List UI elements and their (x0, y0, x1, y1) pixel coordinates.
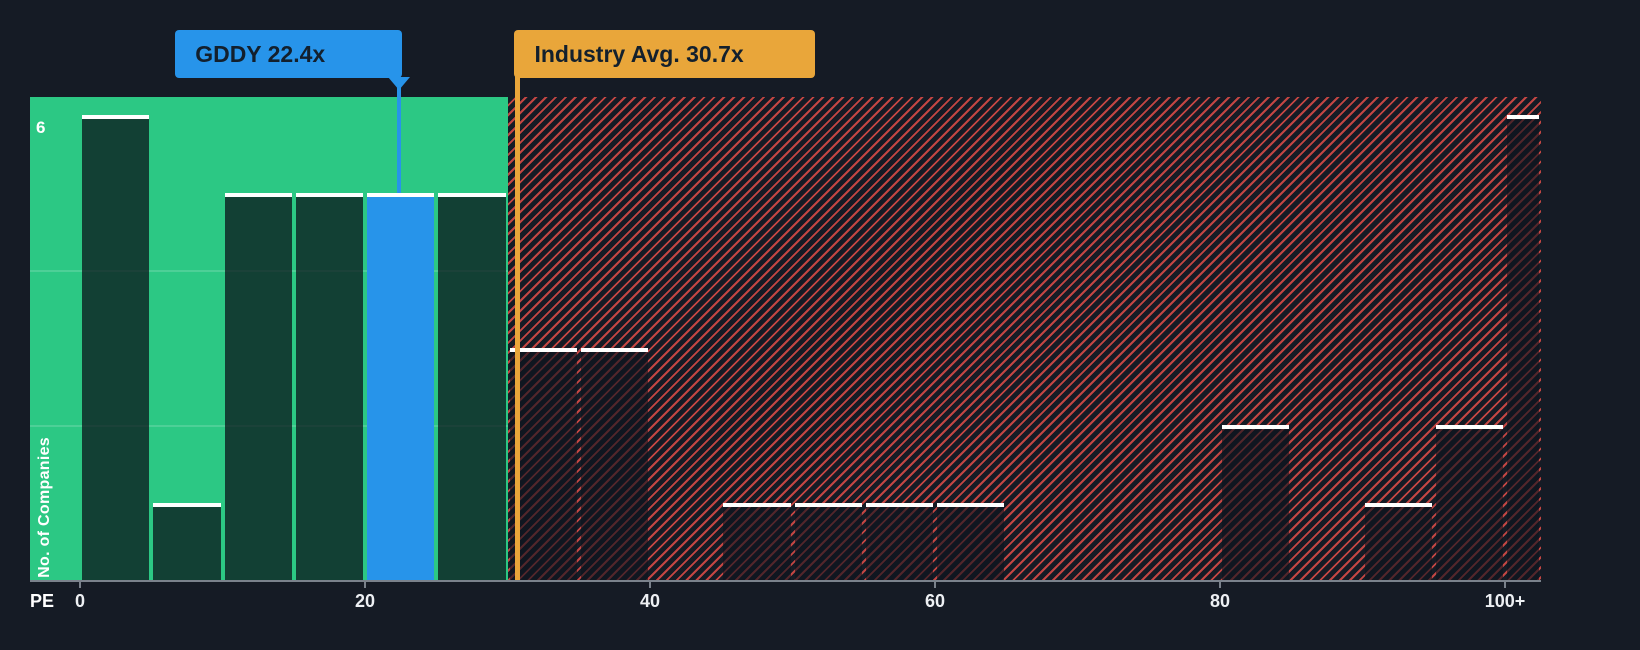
bar-pe-5-10[interactable] (153, 502, 221, 580)
company-callout: GDDY 22.4x (175, 30, 403, 78)
bar-pe-80-85[interactable] (1222, 425, 1290, 580)
bar-pe-20-25[interactable] (367, 192, 435, 580)
bar-pe-25-30[interactable] (438, 192, 506, 580)
above-average-zone (507, 97, 1541, 580)
y-axis-max-label: 6 (36, 118, 46, 137)
bar-pe-10-15[interactable] (224, 192, 292, 580)
bar-pe-55-60[interactable] (865, 502, 933, 580)
company-marker-line (397, 86, 402, 193)
bar-pe-60-65[interactable] (937, 502, 1005, 580)
x-tick-label-100+: 100+ (1484, 591, 1526, 611)
x-tick-label-20: 20 (354, 591, 376, 611)
x-tick-mark (79, 582, 81, 588)
bar-pe-30-35[interactable] (509, 347, 577, 580)
company-callout-pointer-icon (388, 77, 411, 90)
industry-callout-label: Industry Avg. 30.7x (534, 40, 744, 67)
x-axis-title: PE (30, 591, 55, 611)
x-tick-label-60: 60 (924, 591, 946, 611)
bar-pe-90-95[interactable] (1364, 502, 1432, 580)
bar-pe-50-55[interactable] (794, 502, 862, 580)
x-tick-label-40: 40 (639, 591, 661, 611)
y-axis-title: No. of Companies (36, 437, 53, 578)
x-tick-label-80: 80 (1209, 591, 1231, 611)
bar-pe-45-50[interactable] (723, 502, 791, 580)
bar-pe-0-5[interactable] (82, 115, 150, 580)
x-tick-mark (364, 582, 366, 588)
bar-pe-35-40[interactable] (580, 347, 648, 580)
bar-pe-15-20[interactable] (295, 192, 363, 580)
x-tick-mark (934, 582, 936, 588)
industry-average-line (514, 76, 520, 580)
bar-pe-95-100[interactable] (1435, 425, 1503, 580)
company-callout-label: GDDY 22.4x (195, 40, 326, 67)
x-tick-mark (1219, 582, 1221, 588)
x-tick-label-0: 0 (74, 591, 86, 611)
x-tick-mark (1504, 582, 1506, 588)
bar-pe-100-plus[interactable] (1507, 115, 1539, 580)
x-tick-mark (649, 582, 651, 588)
x-axis-line (30, 580, 1541, 582)
industry-average-callout: Industry Avg. 30.7x (514, 30, 816, 78)
